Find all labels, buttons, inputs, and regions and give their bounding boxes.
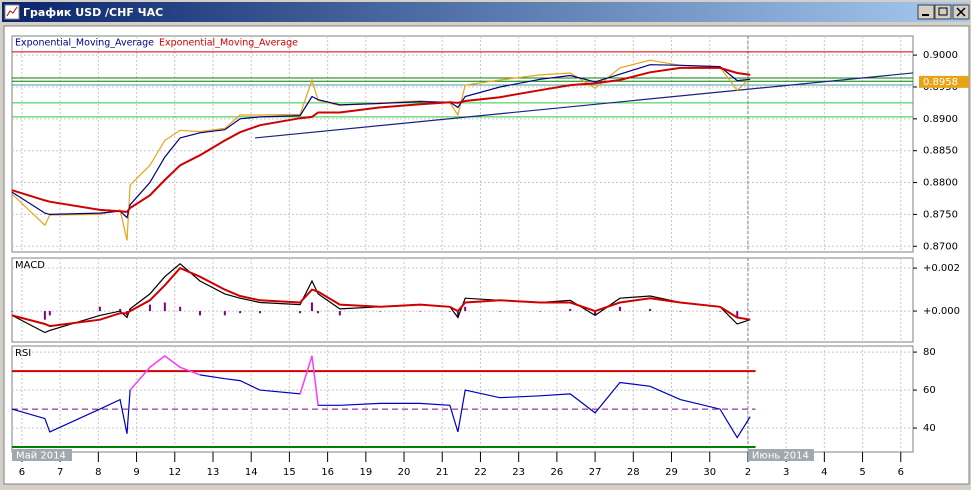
histogram-bar <box>569 308 572 312</box>
minimize-button[interactable] <box>917 4 935 20</box>
histogram-bar <box>98 306 101 312</box>
x-tick-label: 15 <box>283 467 296 478</box>
series-line <box>11 59 751 241</box>
x-tick-label: 6 <box>19 467 25 478</box>
histogram-bar <box>649 308 652 312</box>
x-tick-label: 21 <box>436 467 449 478</box>
series-line <box>11 263 751 334</box>
histogram-bar <box>378 311 381 312</box>
x-tick-label: 8 <box>95 467 101 478</box>
histogram-bar <box>749 311 752 312</box>
histogram-bar <box>148 304 151 312</box>
last-price-label: 0.8958 <box>923 77 958 88</box>
x-tick-label: 16 <box>321 467 334 478</box>
histogram-bar <box>719 311 722 312</box>
x-tick-label: 6 <box>898 467 904 478</box>
month-label-text: Май 2014 <box>16 451 66 462</box>
histogram-bar <box>456 311 459 318</box>
y-tick-label: 80 <box>923 347 936 358</box>
x-tick-label: 19 <box>359 467 372 478</box>
histogram-bar <box>48 311 51 316</box>
month-label-box <box>12 449 72 461</box>
histogram-bar <box>448 311 451 312</box>
legend-entry: Exponential_Moving_Average <box>15 38 154 49</box>
overbought-segment <box>299 355 319 406</box>
x-tick-label: 9 <box>133 467 139 478</box>
histogram-bar <box>419 311 422 312</box>
histogram-bar <box>43 311 46 320</box>
x-tick-label: 29 <box>665 467 678 478</box>
y-tick-label: 0.8700 <box>923 241 958 252</box>
restore-glyph <box>938 7 948 16</box>
histogram-bar <box>119 308 122 312</box>
y-tick-label: 60 <box>923 385 936 396</box>
histogram-bar <box>258 311 261 314</box>
x-tick-label: 14 <box>245 467 258 478</box>
trend-line <box>254 72 914 139</box>
histogram-bar <box>163 302 166 312</box>
last-price-box <box>919 75 969 88</box>
month-label-text: Июнь 2014 <box>752 451 809 462</box>
histogram-bar <box>310 302 313 312</box>
overbought-segment <box>164 355 201 376</box>
histogram-bar <box>317 311 320 314</box>
close-glyph <box>956 7 966 17</box>
x-tick-label: 7 <box>57 467 63 478</box>
histogram-bar <box>736 311 739 318</box>
y-tick-label: 0.9000 <box>923 50 958 61</box>
histogram-bar <box>239 311 242 314</box>
legend-entry: Exponential_Moving_Average <box>159 38 298 49</box>
panel <box>11 345 914 453</box>
histogram-bar <box>539 311 542 312</box>
histogram-bar <box>594 311 597 316</box>
month-label: Май 2014 <box>12 449 72 462</box>
x-tick-label: 3 <box>783 467 789 478</box>
x-tick-label: 5 <box>859 467 865 478</box>
histogram-bar <box>618 306 621 312</box>
x-tick-label: 28 <box>627 467 640 478</box>
x-tick-label: 20 <box>398 467 411 478</box>
histogram-bar <box>679 311 682 312</box>
x-tick-label: 22 <box>474 467 487 478</box>
y-tick-label: +0.002 <box>923 263 960 274</box>
panel <box>11 257 914 343</box>
x-tick-label: 4 <box>821 467 827 478</box>
month-label-box <box>747 449 814 461</box>
x-tick-label: 12 <box>168 467 181 478</box>
window-icon-graph <box>6 6 18 17</box>
restore-button[interactable] <box>934 4 952 20</box>
month-label: Июнь 2014 <box>747 449 814 462</box>
histogram-bar <box>11 311 13 312</box>
panel-title: MACD <box>15 260 45 271</box>
x-tick-label: 23 <box>512 467 525 478</box>
histogram-bar <box>464 306 467 312</box>
x-tick-label: 13 <box>207 467 220 478</box>
title-bar <box>2 2 969 22</box>
panel-title: RSI <box>15 348 31 359</box>
series-line <box>11 64 751 219</box>
histogram-bar <box>338 311 341 316</box>
window-title: График USD /CHF ЧАС <box>23 6 163 19</box>
panel <box>11 35 914 253</box>
window-buttons[interactable] <box>917 4 970 20</box>
x-tick-label: 27 <box>589 467 602 478</box>
histogram-bar <box>179 306 182 312</box>
y-tick-label: 0.8750 <box>923 209 958 220</box>
x-tick-label: 26 <box>551 467 564 478</box>
x-tick-label: 30 <box>703 467 716 478</box>
series-line <box>11 266 751 328</box>
series-line <box>11 66 751 213</box>
y-tick-label: 0.8900 <box>923 114 958 125</box>
y-tick-label: 0.8800 <box>923 178 958 189</box>
histogram-bar <box>198 311 201 316</box>
y-tick-label: 40 <box>923 423 936 434</box>
histogram-bar <box>498 311 501 312</box>
y-tick-label: 0.8850 <box>923 146 958 157</box>
histogram-bar <box>299 311 302 314</box>
histogram-bar <box>223 311 226 316</box>
x-tick-label: 2 <box>745 467 751 478</box>
y-tick-label: +0.000 <box>923 306 960 317</box>
